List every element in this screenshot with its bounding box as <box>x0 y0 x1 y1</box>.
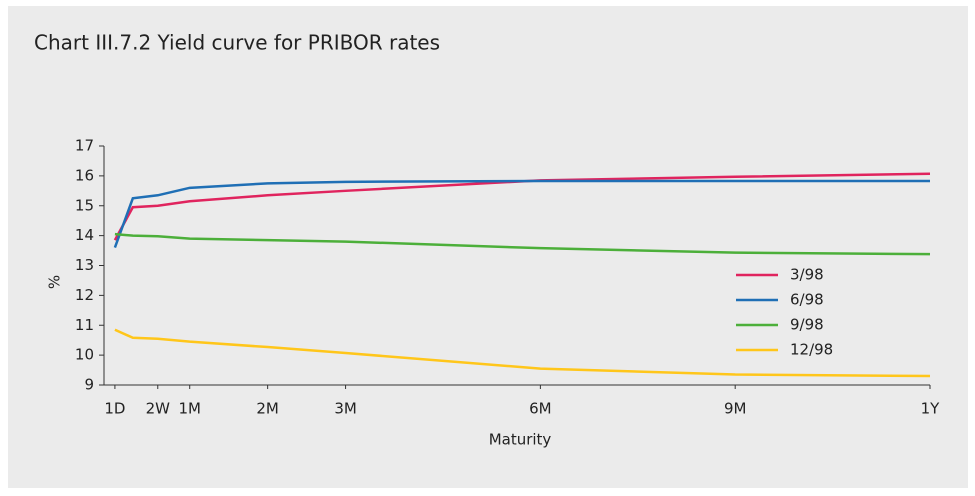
x-tick-label: 2M <box>256 400 279 418</box>
series-line <box>113 179 930 249</box>
legend-label: 9/98 <box>790 316 824 334</box>
x-tick-label: 6M <box>529 400 552 418</box>
x-tick-label: 2W <box>146 400 171 418</box>
x-tick-label: 1D <box>104 400 125 418</box>
y-tick-label: 16 <box>75 166 94 184</box>
series-line <box>114 232 931 256</box>
series-line <box>113 172 931 241</box>
y-tick-label: 17 <box>75 137 94 155</box>
chart-title: Chart III.7.2 Yield curve for PRIBOR rat… <box>34 31 440 55</box>
y-tick-label: 10 <box>75 346 94 364</box>
y-tick-label: 11 <box>75 316 94 334</box>
x-tick-label: 3M <box>334 400 357 418</box>
x-tick-label: 1M <box>178 400 201 418</box>
legend-label: 12/98 <box>790 341 833 359</box>
legend-label: 3/98 <box>790 266 824 284</box>
y-tick-label: 9 <box>84 376 94 394</box>
y-tick-label: 15 <box>75 196 94 214</box>
x-tick-label: 1Y <box>921 400 941 418</box>
legend-label: 6/98 <box>790 291 824 309</box>
x-axis-label: Maturity <box>489 431 552 449</box>
series-line <box>114 328 931 378</box>
y-tick-label: 14 <box>75 226 94 244</box>
y-tick-label: 13 <box>75 256 94 274</box>
x-tick-label: 9M <box>724 400 747 418</box>
y-tick-label: 12 <box>75 286 94 304</box>
y-axis-label: % <box>46 275 64 289</box>
